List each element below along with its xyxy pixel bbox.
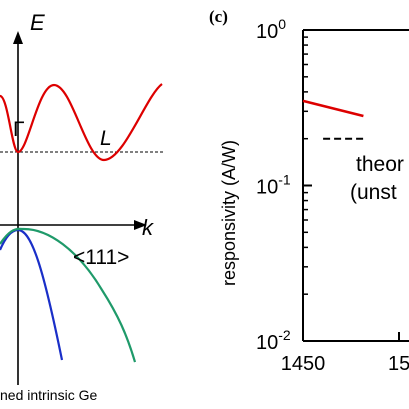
light-hole-band-curve: [0, 227, 137, 363]
series-group: [302, 99, 364, 140]
heavy-hole-band-curve: [0, 228, 64, 361]
energy-axis-label: E: [30, 10, 45, 35]
x-tick-label: 15: [388, 353, 409, 375]
x-ticks-group: 1450 15: [281, 332, 409, 375]
measured-responsivity-line: [302, 99, 364, 118]
k-axis-label: k: [142, 215, 154, 240]
band-diagram-panel: E k Γ L <111> ned intrinsic Ge: [0, 10, 165, 403]
annotation-line-2: (unst: [350, 181, 397, 204]
energy-axis-arrowhead: [13, 31, 23, 44]
y-ticks-group: 100 10-1 10-2: [256, 16, 312, 354]
panel-label-c: (c): [209, 7, 228, 26]
conduction-band-curve: [0, 83, 163, 162]
gamma-label: Γ: [13, 118, 25, 141]
L-point-label: L: [100, 127, 112, 150]
y-axis-label: responsivity (A/W): [219, 140, 239, 286]
k-axis-arrowhead: [134, 220, 147, 230]
y-tick-label: 10-2: [256, 327, 291, 354]
annotation-line-1: theor: [356, 153, 404, 176]
panel-caption: ned intrinsic Ge: [0, 387, 97, 403]
y-tick-label: 10-1: [256, 172, 291, 199]
y-tick-label: 100: [256, 16, 286, 43]
x-tick-label: 1450: [281, 353, 326, 375]
direction-label: <111>: [73, 246, 129, 269]
